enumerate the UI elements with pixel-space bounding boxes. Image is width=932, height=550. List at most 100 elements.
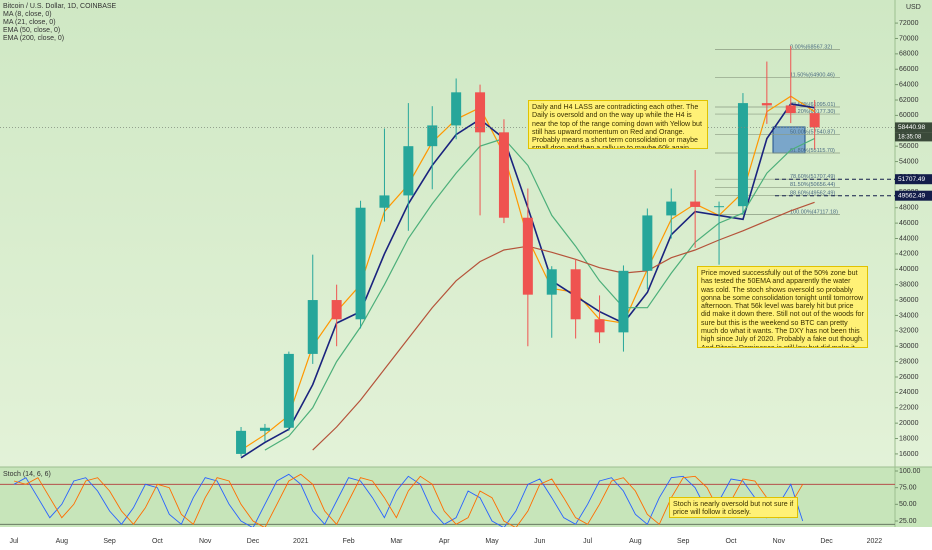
annotation-text: Price moved successfully out of the 50% … xyxy=(697,266,868,348)
candle-body xyxy=(355,207,366,320)
y-tick-label: 40000 xyxy=(899,266,919,273)
candle-body xyxy=(809,113,820,128)
x-tick-label: Nov xyxy=(199,538,212,545)
candle-body xyxy=(331,300,342,320)
legend-entry: EMA (200, close, 0) xyxy=(3,35,64,42)
candle-body xyxy=(737,103,748,207)
candle-body xyxy=(307,300,318,354)
currency: USD xyxy=(906,4,921,11)
alert-label: 51707.49 xyxy=(898,176,925,183)
stoch-title: Stoch (14, 6, 6) xyxy=(3,471,51,478)
x-tick-label: Oct xyxy=(726,538,737,545)
y-tick-label: 66000 xyxy=(899,66,919,73)
x-tick-label: Sep xyxy=(103,538,116,545)
candle-body xyxy=(642,215,653,271)
legend-entry: MA (8, close, 0) xyxy=(3,11,52,18)
x-tick-label: Mar xyxy=(390,538,403,545)
candle-body xyxy=(427,125,438,147)
y-tick-label: 68000 xyxy=(899,51,919,58)
candle-body xyxy=(236,430,247,454)
fib-label: 38.20%(60177.30) xyxy=(790,109,835,115)
y-tick-label: 46000 xyxy=(899,220,919,227)
candle-body xyxy=(785,105,796,114)
fib-label: 81.50%(50656.44) xyxy=(790,182,835,188)
y-tick-label: 56000 xyxy=(899,143,919,150)
x-tick-label: 2021 xyxy=(293,538,309,545)
x-tick-label: Nov xyxy=(773,538,786,545)
candle-body xyxy=(618,270,629,333)
y-tick-label: 34000 xyxy=(899,312,919,319)
y-tick-label: 100.00 xyxy=(899,468,921,475)
y-tick-label: 36000 xyxy=(899,297,919,304)
x-tick-label: May xyxy=(485,538,499,545)
annotation-text: Stoch is nearly oversold but not sure if… xyxy=(669,497,798,518)
fib-label: 0.00%(68567.32) xyxy=(790,44,832,50)
x-tick-label: Dec xyxy=(820,538,833,545)
last-price-label: 58440.98 xyxy=(898,124,925,131)
main-pane xyxy=(0,0,932,467)
time-axis xyxy=(0,527,932,550)
y-tick-label: 18000 xyxy=(899,435,919,442)
y-tick-label: 24000 xyxy=(899,389,919,396)
x-tick-label: 2022 xyxy=(867,538,883,545)
y-tick-label: 38000 xyxy=(899,282,919,289)
candle-body xyxy=(690,201,701,207)
fib-label: 100.00%(47117.18) xyxy=(790,209,838,215)
alert-label-box xyxy=(895,190,932,201)
candle-body xyxy=(451,92,462,126)
y-tick-label: 48000 xyxy=(899,205,919,212)
candle-body xyxy=(570,269,581,320)
y-tick-label: 26000 xyxy=(899,374,919,381)
fib-label: 78.60%(51707.49) xyxy=(790,174,835,180)
alert-label-box xyxy=(895,174,932,185)
y-tick-label: 42000 xyxy=(899,251,919,258)
y-tick-label: 20000 xyxy=(899,420,919,427)
candle-body xyxy=(498,132,509,218)
countdown: 18:35:08 xyxy=(898,134,922,140)
annotation-text: Daily and H4 LASS are contradicting each… xyxy=(528,100,708,149)
x-tick-label: Aug xyxy=(629,538,642,545)
fib-label: 61.80%(55115.70) xyxy=(790,148,835,154)
y-tick-label: 16000 xyxy=(899,451,919,458)
x-tick-label: Aug xyxy=(56,538,69,545)
x-tick-label: Apr xyxy=(439,538,451,545)
fib-label: 11.50%(64900.46) xyxy=(790,73,835,79)
candle-body xyxy=(475,92,486,133)
y-tick-label: 22000 xyxy=(899,405,919,412)
x-tick-label: Jul xyxy=(583,538,592,545)
x-tick-label: Jun xyxy=(534,538,545,545)
alert-label: 49562.49 xyxy=(898,192,925,199)
x-tick-label: Feb xyxy=(343,538,355,545)
y-tick-label: 54000 xyxy=(899,158,919,165)
candle-body xyxy=(522,217,533,295)
y-tick-label: 75.00 xyxy=(899,485,917,492)
fib-label: 50.00%(57540.87) xyxy=(790,129,835,135)
main-plot: 0.00%(68567.32) 11.50%(64900.46) 23.60%(61… xyxy=(236,44,840,459)
x-tick-label: Sep xyxy=(677,538,690,545)
candle-body xyxy=(379,195,390,208)
countdown-box xyxy=(895,132,932,142)
candle-body xyxy=(666,201,677,216)
candle-body xyxy=(283,353,294,428)
annotation: Price moved successfully out of the 50% … xyxy=(697,266,868,348)
y-tick-label: 30000 xyxy=(899,343,919,350)
y-tick-label: 60000 xyxy=(899,112,919,119)
candle-body xyxy=(403,146,414,196)
fib-label: 88.60%(49562.49) xyxy=(790,191,835,197)
x-tick-label: Jul xyxy=(10,538,19,545)
x-tick-label: Oct xyxy=(152,538,163,545)
y-tick-label: 72000 xyxy=(899,20,919,27)
legend-entry: EMA (50, close, 0) xyxy=(3,27,60,34)
y-tick-label: 64000 xyxy=(899,81,919,88)
series-line xyxy=(13,473,804,527)
candle-body xyxy=(761,103,772,106)
candle-body xyxy=(259,427,270,431)
series-line xyxy=(264,137,815,451)
y-tick-label: 50.00 xyxy=(899,501,917,508)
y-tick-label: 44000 xyxy=(899,235,919,242)
symbol-title: Bitcoin / U.S. Dollar, 1D, COINBASE xyxy=(3,3,117,10)
last-price-label-box xyxy=(895,122,932,133)
y-tick-label: 62000 xyxy=(899,97,919,104)
legend-entry: MA (21, close, 0) xyxy=(3,19,56,26)
